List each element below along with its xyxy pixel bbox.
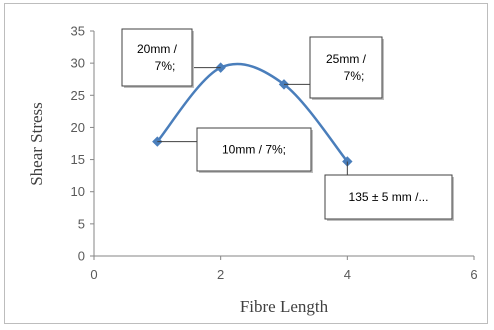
x-axis-title: Fibre Length [240,297,329,316]
x-tick-label: 0 [90,267,97,282]
annotations: 20mm / 7%; 25mm / 7%; 10mm / 7%; 135 ± 5 mm /… [121,28,454,221]
callout-label: 135 ± 5 mm /... [349,190,429,204]
callout-box [121,28,193,87]
y-tick-label: 25 [71,88,85,103]
callout-label: 7%; [155,59,176,73]
callout-label: 25mm / [326,52,367,66]
callout-box [309,36,383,99]
y-tick-label: 10 [71,184,85,199]
callout-box [324,174,453,220]
callout-label: 20mm / [137,42,178,56]
callout-label: 10mm / 7%; [222,143,286,157]
data-series [152,62,353,167]
y-axis: 0 5 10 15 20 25 30 35 [71,24,95,264]
y-axis-title: Shear Stress [27,102,46,186]
y-tick-label: 35 [71,24,85,39]
callout-label: 7%; [344,69,365,83]
y-tick-label: 30 [71,56,85,71]
x-tick-label: 2 [217,267,224,282]
x-axis: 0 2 4 6 [90,255,478,282]
y-tick-label: 15 [71,152,85,167]
y-tick-label: 20 [71,120,85,135]
y-tick-label: 0 [78,249,85,264]
series-line [156,62,349,163]
x-tick-label: 4 [344,267,351,282]
x-tick-label: 6 [470,267,477,282]
y-tick-label: 5 [78,216,85,231]
callout-box [196,127,312,172]
